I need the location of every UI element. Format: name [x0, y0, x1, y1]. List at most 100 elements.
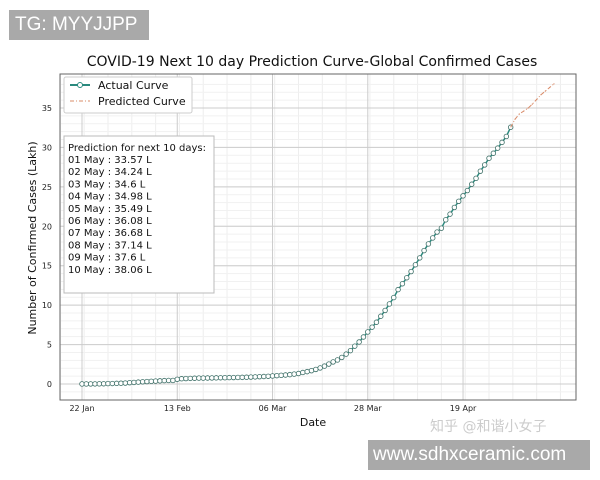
x-axis-label: Date [300, 416, 327, 429]
predicted-point [531, 103, 533, 105]
actual-point [152, 378, 159, 384]
y-tick-label: 30 [42, 143, 52, 152]
actual-point [239, 374, 245, 381]
actual-point [417, 255, 423, 261]
actual-point [326, 361, 332, 367]
actual-point [252, 374, 258, 380]
actual-point [443, 217, 449, 223]
actual-point [469, 181, 475, 187]
annotation-heading: Prediction for next 10 days: [68, 143, 206, 154]
actual-point [191, 375, 198, 381]
actual-point [308, 367, 315, 374]
actual-point [334, 357, 341, 363]
actual-point [304, 368, 310, 375]
actual-point [481, 162, 488, 168]
actual-point [365, 329, 371, 335]
actual-point [187, 375, 193, 382]
actual-point [165, 377, 172, 384]
actual-point [92, 381, 98, 387]
y-tick-label: 0 [47, 380, 52, 389]
actual-point [200, 375, 206, 381]
watermark-tg: TG: MYYJJPP [9, 10, 149, 40]
actual-point [464, 187, 471, 194]
legend-predicted-label: Predicted Curve [98, 95, 186, 108]
actual-point [503, 133, 510, 140]
actual-point [486, 155, 492, 161]
predicted-point [549, 86, 551, 89]
plot-frame [59, 73, 577, 401]
legend-actual-marker [77, 82, 83, 88]
actual-point [291, 371, 297, 377]
actual-point [235, 374, 241, 381]
predicted-point [536, 98, 538, 101]
actual-point [295, 370, 302, 377]
annotation-line: 07 May : 36.68 L [68, 228, 152, 239]
x-tick-label: 28 Mar [354, 404, 383, 413]
actual-point [248, 374, 254, 380]
actual-point [131, 379, 137, 386]
actual-point [135, 379, 141, 385]
actual-point [408, 268, 414, 275]
actual-point [213, 375, 219, 381]
actual-point [404, 275, 410, 281]
predicted-point [514, 118, 516, 120]
predicted-point [523, 110, 525, 112]
actual-point [430, 235, 436, 241]
predicted-point [544, 90, 546, 92]
actual-point [352, 343, 358, 349]
actual-point [105, 380, 111, 387]
watermark-overlay: 知乎 @和谐小女子 [430, 419, 547, 435]
annotation-line: 08 May : 37.14 L [68, 240, 152, 251]
actual-point [170, 377, 176, 384]
x-tick-label: 19 Apr [450, 404, 477, 413]
actual-point [438, 225, 445, 231]
actual-point [447, 211, 453, 217]
y-tick-label: 35 [42, 104, 52, 113]
annotation-line: 04 May : 34.98 L [68, 192, 152, 203]
y-tick-label: 15 [42, 262, 52, 271]
actual-point [317, 365, 323, 371]
actual-point [139, 379, 146, 385]
actual-point [282, 372, 289, 378]
actual-point [330, 359, 336, 365]
actual-point [161, 377, 167, 384]
legend: Actual Curve Predicted Curve [63, 76, 193, 114]
actual-point [209, 375, 215, 381]
annotation-line: 01 May : 33.57 L [68, 155, 152, 166]
predicted-point [527, 107, 529, 109]
predicted-curve-line [510, 83, 555, 128]
actual-point [230, 374, 237, 381]
predicted-point [518, 113, 520, 115]
chart-title: COVID-19 Next 10 day Prediction Curve-Gl… [87, 54, 538, 70]
actual-point [412, 262, 419, 268]
actual-point [473, 175, 479, 182]
y-tick-label: 10 [42, 301, 52, 310]
actual-point [100, 381, 107, 387]
actual-point [118, 380, 124, 386]
actual-point [217, 375, 224, 381]
actual-point [183, 375, 189, 382]
actual-point [434, 229, 440, 235]
annotation-line: 09 May : 37.6 L [68, 253, 146, 264]
actual-point [347, 347, 354, 354]
actual-point [174, 376, 180, 382]
actual-point [109, 380, 116, 387]
actual-point [196, 375, 202, 381]
x-tick-label: 06 Mar [259, 404, 288, 413]
annotation-line: 05 May : 35.49 L [68, 204, 152, 215]
actual-point [460, 193, 466, 199]
actual-point [425, 241, 432, 247]
annotation-line: 06 May : 36.08 L [68, 216, 152, 227]
actual-point [477, 168, 484, 174]
actual-point [204, 375, 211, 381]
actual-point [451, 204, 458, 211]
actual-point [399, 281, 406, 287]
actual-point [421, 247, 427, 254]
actual-point [113, 380, 120, 387]
actual-point [356, 339, 362, 345]
annotation-line: 10 May : 38.06 L [68, 265, 152, 276]
actual-point [378, 313, 384, 319]
actual-point [300, 369, 306, 376]
actual-point [391, 294, 397, 301]
